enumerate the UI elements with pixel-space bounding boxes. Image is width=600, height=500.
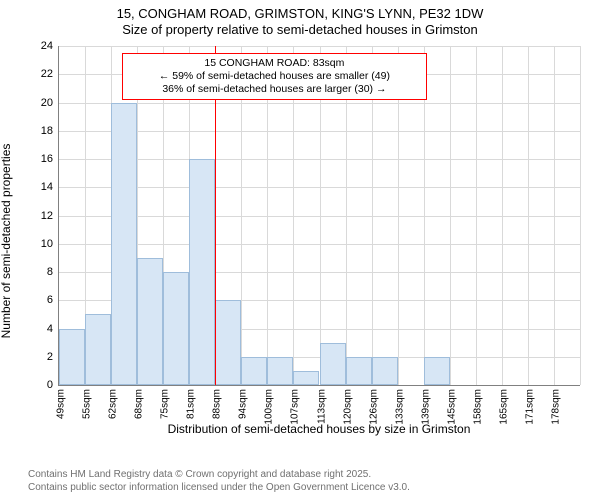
- x-tick-label: 107sqm: [290, 389, 301, 425]
- annotation-box: 15 CONGHAM ROAD: 83sqm← 59% of semi-deta…: [122, 53, 428, 100]
- x-tick-label: 68sqm: [134, 389, 145, 419]
- annotation-line: 15 CONGHAM ROAD: 83sqm: [129, 57, 421, 70]
- chart-container: Number of semi-detached properties 02468…: [0, 42, 600, 440]
- x-tick-label: 145sqm: [446, 389, 457, 425]
- x-tick-label: 120sqm: [342, 389, 353, 425]
- y-tick-label: 18: [41, 125, 59, 137]
- page-title-line2: Size of property relative to semi-detach…: [0, 22, 600, 38]
- footer-line2: Contains public sector information licen…: [28, 482, 410, 495]
- grid-line-v: [580, 46, 581, 385]
- x-tick-label: 171sqm: [524, 389, 535, 425]
- y-tick-label: 10: [41, 238, 59, 250]
- histogram-bar: [424, 357, 450, 385]
- x-tick-label: 62sqm: [108, 389, 119, 419]
- histogram-bar: [189, 159, 215, 385]
- histogram-bar: [320, 343, 346, 385]
- y-tick-label: 8: [47, 266, 59, 278]
- x-tick-label: 81sqm: [186, 389, 197, 419]
- annotation-line: ← 59% of semi-detached houses are smalle…: [129, 70, 421, 83]
- x-tick-label: 133sqm: [394, 389, 405, 425]
- x-tick-label: 139sqm: [420, 389, 431, 425]
- grid-line-v: [502, 46, 503, 385]
- y-tick-label: 12: [41, 210, 59, 222]
- histogram-bar: [59, 329, 85, 386]
- y-tick-label: 4: [47, 323, 59, 335]
- x-tick-label: 158sqm: [472, 389, 483, 425]
- x-tick-label: 49sqm: [56, 389, 67, 419]
- histogram-bar: [85, 314, 111, 385]
- histogram-bar: [346, 357, 372, 385]
- y-tick-label: 6: [47, 294, 59, 306]
- histogram-bar: [293, 371, 319, 385]
- y-tick-label: 14: [41, 181, 59, 193]
- x-tick-label: 55sqm: [82, 389, 93, 419]
- footer-line1: Contains HM Land Registry data © Crown c…: [28, 469, 410, 482]
- y-tick-label: 22: [41, 68, 59, 80]
- histogram-bar: [215, 300, 241, 385]
- x-axis-title: Distribution of semi-detached houses by …: [58, 422, 580, 436]
- annotation-line: 36% of semi-detached houses are larger (…: [129, 83, 421, 96]
- grid-line-v: [528, 46, 529, 385]
- histogram-bar: [111, 103, 137, 386]
- x-tick-label: 165sqm: [498, 389, 509, 425]
- grid-line-v: [554, 46, 555, 385]
- y-axis-label: Number of semi-detached properties: [0, 144, 13, 339]
- x-tick-label: 126sqm: [368, 389, 379, 425]
- x-tick-label: 94sqm: [238, 389, 249, 419]
- x-tick-label: 75sqm: [160, 389, 171, 419]
- x-tick-label: 113sqm: [316, 389, 327, 424]
- y-tick-label: 24: [41, 40, 59, 52]
- y-tick-label: 20: [41, 97, 59, 109]
- histogram-bar: [241, 357, 267, 385]
- footer: Contains HM Land Registry data © Crown c…: [28, 469, 410, 494]
- grid-line-v: [476, 46, 477, 385]
- plot-area: 02468101214161820222449sqm55sqm62sqm68sq…: [58, 46, 580, 386]
- page-title-line1: 15, CONGHAM ROAD, GRIMSTON, KING'S LYNN,…: [0, 6, 600, 22]
- x-tick-label: 178sqm: [550, 389, 561, 425]
- histogram-bar: [372, 357, 398, 385]
- histogram-bar: [267, 357, 293, 385]
- histogram-bar: [163, 272, 189, 385]
- y-tick-label: 2: [47, 351, 59, 363]
- histogram-bar: [137, 258, 163, 385]
- y-tick-label: 16: [41, 153, 59, 165]
- grid-line-v: [450, 46, 451, 385]
- x-tick-label: 100sqm: [264, 389, 275, 425]
- x-tick-label: 88sqm: [212, 389, 223, 419]
